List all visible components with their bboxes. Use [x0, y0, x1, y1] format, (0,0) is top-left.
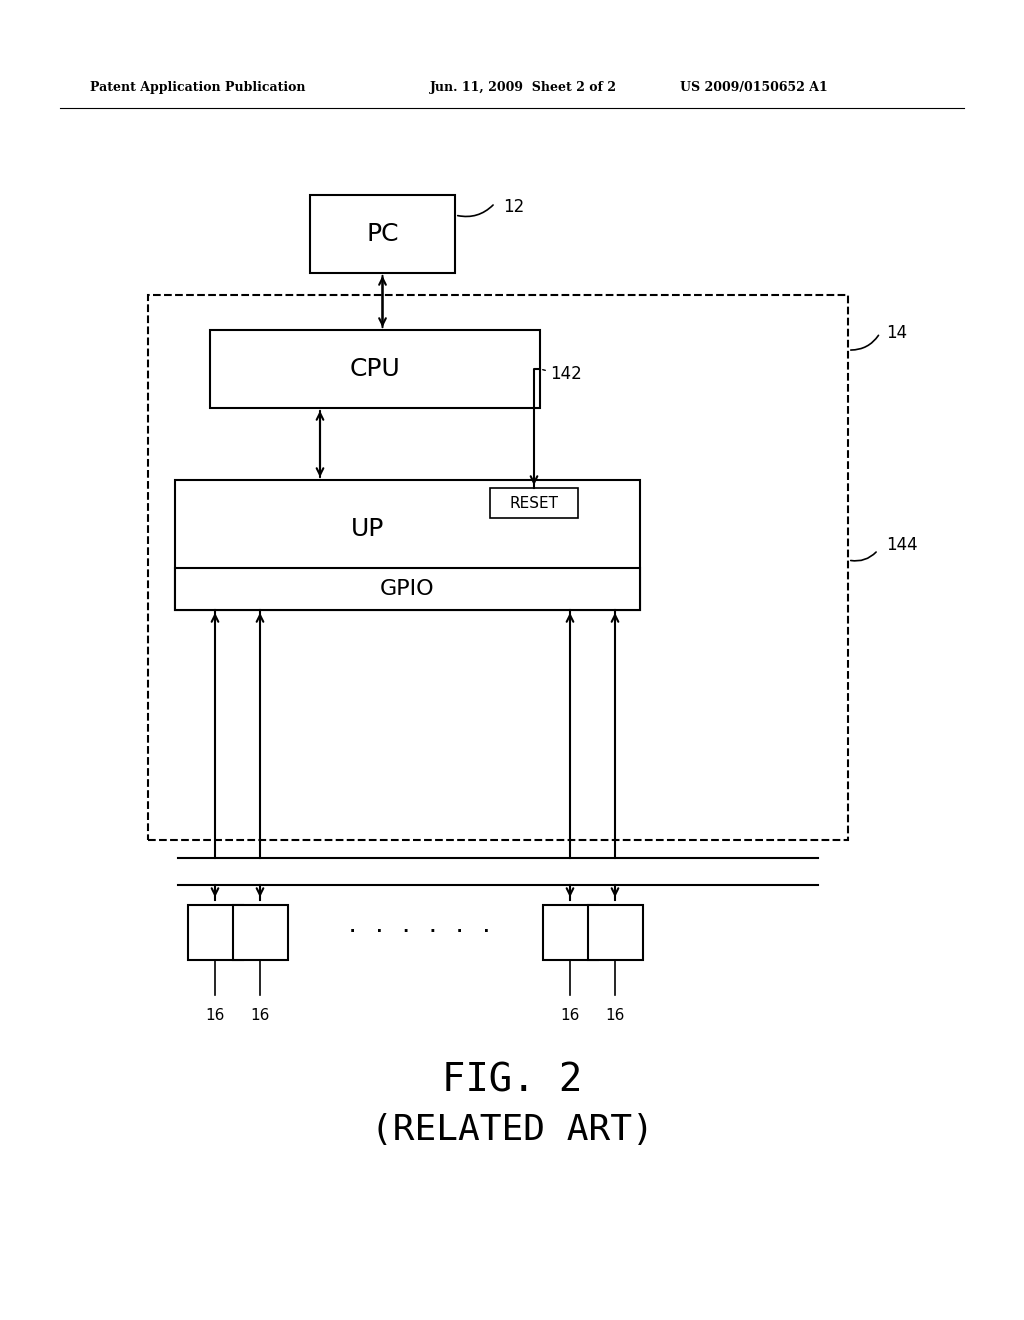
- Text: Patent Application Publication: Patent Application Publication: [90, 82, 305, 95]
- FancyBboxPatch shape: [187, 906, 243, 960]
- Text: 16: 16: [250, 1007, 269, 1023]
- FancyBboxPatch shape: [588, 906, 642, 960]
- Text: (RELATED ART): (RELATED ART): [371, 1113, 653, 1147]
- Text: 16: 16: [206, 1007, 224, 1023]
- FancyBboxPatch shape: [175, 480, 640, 610]
- FancyBboxPatch shape: [148, 294, 848, 840]
- FancyBboxPatch shape: [490, 488, 578, 517]
- Text: 142: 142: [550, 366, 582, 383]
- FancyBboxPatch shape: [210, 330, 540, 408]
- Text: RESET: RESET: [510, 495, 558, 511]
- Text: 14: 14: [886, 323, 907, 342]
- FancyBboxPatch shape: [175, 568, 640, 610]
- FancyBboxPatch shape: [310, 195, 455, 273]
- FancyBboxPatch shape: [543, 906, 597, 960]
- Text: 144: 144: [886, 536, 918, 554]
- Text: PC: PC: [367, 222, 398, 246]
- Text: UP: UP: [351, 517, 384, 541]
- Text: 16: 16: [605, 1007, 625, 1023]
- Text: CPU: CPU: [349, 356, 400, 381]
- Text: Jun. 11, 2009  Sheet 2 of 2: Jun. 11, 2009 Sheet 2 of 2: [430, 82, 617, 95]
- Text: 12: 12: [503, 198, 524, 216]
- Text: GPIO: GPIO: [380, 579, 435, 599]
- Text: US 2009/0150652 A1: US 2009/0150652 A1: [680, 82, 827, 95]
- Text: 16: 16: [560, 1007, 580, 1023]
- Text: FIG. 2: FIG. 2: [442, 1061, 582, 1100]
- Text: · · · · · ·: · · · · · ·: [346, 923, 494, 942]
- FancyBboxPatch shape: [232, 906, 288, 960]
